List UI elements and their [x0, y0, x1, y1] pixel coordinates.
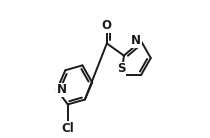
Text: N: N: [57, 83, 67, 96]
Text: Cl: Cl: [61, 121, 74, 135]
Text: S: S: [117, 62, 126, 75]
Text: O: O: [102, 19, 112, 32]
Text: N: N: [131, 34, 141, 47]
